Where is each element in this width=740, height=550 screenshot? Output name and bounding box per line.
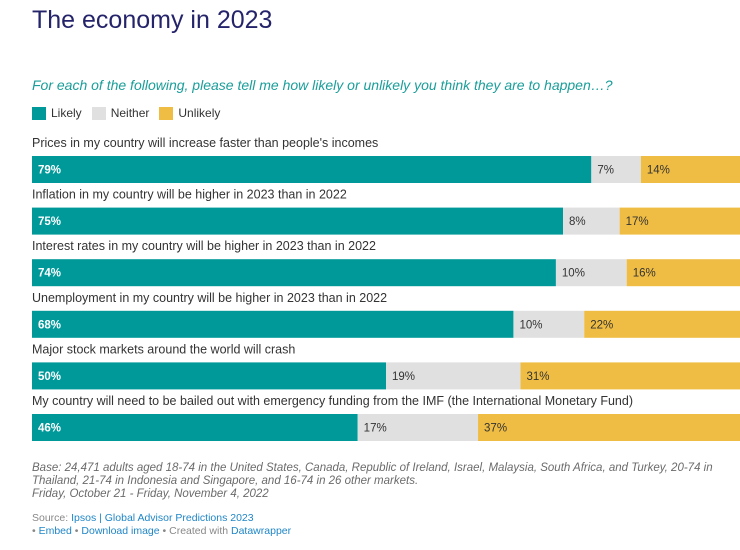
data-label-likely: 74% bbox=[38, 268, 61, 280]
bar-unlikely bbox=[478, 414, 740, 441]
legend-item-likely: Likely bbox=[32, 106, 82, 120]
data-label-unlikely: 16% bbox=[633, 268, 656, 280]
legend-label-likely: Likely bbox=[51, 106, 82, 120]
source-prefix: Source: bbox=[32, 512, 72, 524]
data-label-likely: 68% bbox=[38, 319, 61, 331]
base-note-line1: Base: 24,471 adults aged 18-74 in the Un… bbox=[32, 462, 713, 474]
footer-sep: • bbox=[159, 525, 170, 537]
embed-link[interactable]: Embed bbox=[38, 525, 72, 537]
bar-neither bbox=[563, 207, 620, 235]
bar-likely bbox=[32, 207, 563, 235]
bar-neither bbox=[555, 259, 627, 287]
bar-likely bbox=[32, 414, 358, 441]
bar-neither bbox=[591, 156, 641, 183]
data-label-unlikely: 17% bbox=[626, 216, 649, 228]
data-label-neither: 10% bbox=[519, 319, 542, 331]
data-label-neither: 7% bbox=[597, 165, 614, 177]
bar-neither bbox=[513, 310, 585, 338]
legend: Likely Neither Unlikely bbox=[32, 106, 230, 120]
data-label-neither: 19% bbox=[392, 371, 415, 383]
legend-item-unlikely: Unlikely bbox=[159, 106, 220, 120]
category-label: Prices in my country will increase faste… bbox=[32, 136, 378, 150]
data-label-unlikely: 14% bbox=[647, 165, 670, 177]
source-line: Source: Ipsos | Global Advisor Predictio… bbox=[32, 512, 291, 525]
data-label-neither: 8% bbox=[569, 216, 586, 228]
data-label-likely: 75% bbox=[38, 216, 61, 228]
footer-sep: • bbox=[71, 525, 82, 537]
data-label-unlikely: 37% bbox=[484, 423, 507, 435]
data-label-neither: 17% bbox=[364, 423, 387, 435]
bar-unlikely bbox=[626, 259, 740, 287]
legend-item-neither: Neither bbox=[91, 106, 150, 120]
footer-links: • Embed • Download image • Created with … bbox=[32, 525, 291, 538]
legend-swatch-neither bbox=[91, 106, 106, 120]
fieldwork-dates: Friday, October 21 - Friday, November 4,… bbox=[32, 488, 269, 500]
data-label-likely: 50% bbox=[38, 371, 61, 383]
stacked-bar-chart: Prices in my country will increase faste… bbox=[32, 136, 740, 441]
bar-likely bbox=[32, 310, 514, 338]
data-label-likely: 79% bbox=[38, 165, 61, 177]
category-label: Inflation in my country will be higher i… bbox=[32, 188, 347, 202]
data-label-unlikely: 22% bbox=[590, 319, 613, 331]
base-note-line2: Thailand, 21-74 in Indonesia and Singapo… bbox=[32, 475, 419, 487]
footer-sep: • bbox=[32, 525, 39, 537]
bar-unlikely bbox=[619, 207, 740, 235]
bar-likely bbox=[32, 362, 386, 390]
chart-notes: Base: 24,471 adults aged 18-74 in the Un… bbox=[32, 462, 713, 501]
data-label-unlikely: 31% bbox=[527, 371, 550, 383]
datawrapper-link[interactable]: Datawrapper bbox=[231, 525, 292, 537]
bar-unlikely bbox=[640, 156, 740, 183]
category-label: Interest rates in my country will be hig… bbox=[32, 239, 376, 253]
page-title: The economy in 2023 bbox=[32, 6, 273, 34]
footer: Source: Ipsos | Global Advisor Predictio… bbox=[32, 512, 291, 538]
source-link[interactable]: Ipsos | Global Advisor Predictions 2023 bbox=[71, 512, 254, 524]
legend-swatch-unlikely bbox=[159, 106, 174, 120]
bar-likely bbox=[32, 156, 592, 183]
created-prefix: Created with bbox=[169, 525, 231, 537]
legend-label-neither: Neither bbox=[110, 106, 150, 120]
bar-likely bbox=[32, 259, 556, 287]
bar-unlikely bbox=[520, 362, 740, 390]
bar-unlikely bbox=[584, 310, 740, 338]
category-label: Major stock markets around the world wil… bbox=[32, 342, 295, 356]
bar-neither bbox=[357, 414, 479, 441]
category-label: Unemployment in my country will be highe… bbox=[32, 291, 387, 305]
download-image-link[interactable]: Download image bbox=[81, 525, 160, 537]
legend-swatch-likely bbox=[32, 106, 46, 120]
data-label-neither: 10% bbox=[562, 268, 585, 280]
legend-label-unlikely: Unlikely bbox=[178, 106, 221, 120]
chart-subtitle: For each of the following, please tell m… bbox=[32, 77, 613, 93]
category-label: My country will need to be bailed out wi… bbox=[32, 394, 633, 408]
data-label-likely: 46% bbox=[38, 423, 61, 435]
bar-neither bbox=[386, 362, 521, 390]
